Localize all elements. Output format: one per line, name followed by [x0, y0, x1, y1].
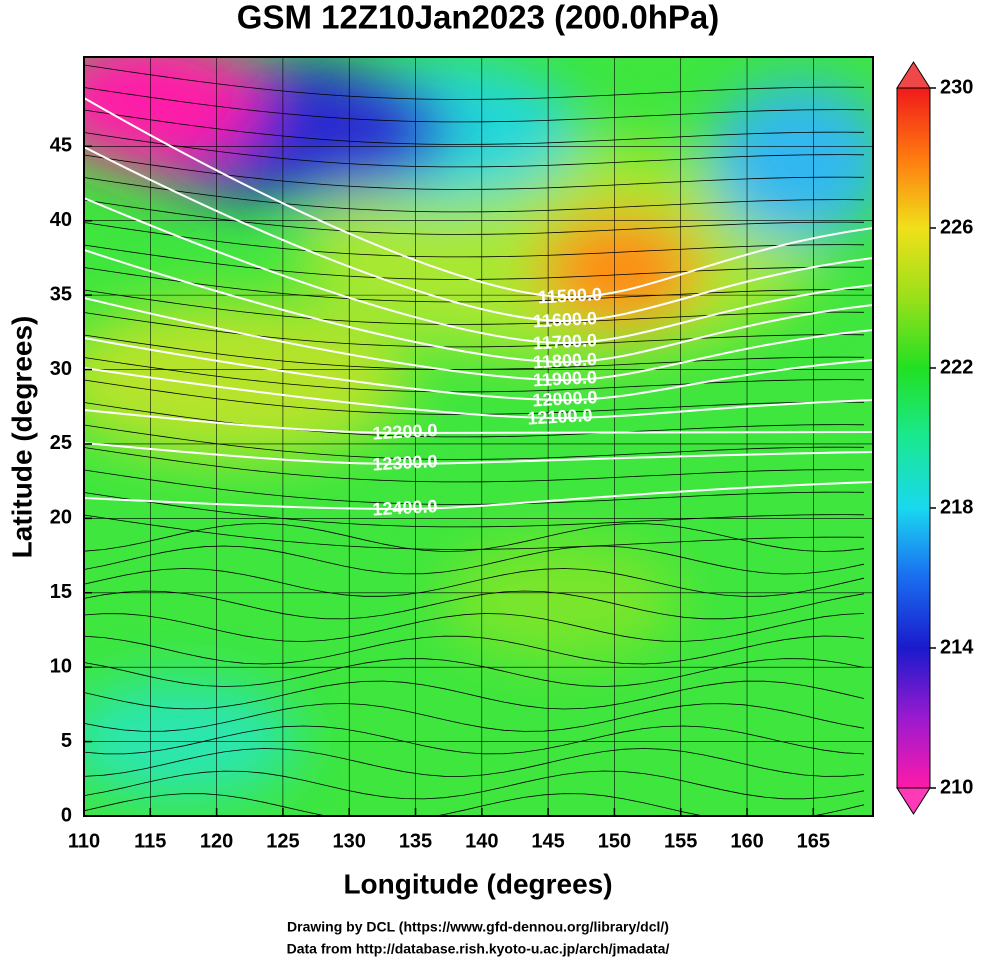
contour-line — [84, 297, 873, 382]
contour-label: 11900.0 — [532, 367, 597, 390]
temperature-field — [84, 57, 873, 816]
x-tick-label: 140 — [465, 830, 498, 852]
colorbar-tick-label: 214 — [940, 636, 974, 658]
streamline — [84, 447, 865, 483]
contour-line — [84, 442, 873, 466]
y-tick-label: 25 — [50, 432, 72, 454]
contour-line — [84, 367, 873, 420]
streamline — [84, 402, 865, 438]
x-tick-label: 135 — [399, 830, 432, 852]
contour-label: 11500.0 — [537, 284, 602, 307]
contour-label: 12100.0 — [527, 405, 593, 428]
streamline — [84, 469, 865, 505]
x-tick-label: 115 — [134, 830, 166, 852]
y-tick-label: 10 — [50, 655, 72, 677]
streamline — [84, 748, 865, 777]
x-tick-label: 155 — [664, 830, 697, 852]
y-tick-label: 15 — [50, 581, 72, 603]
streamline — [84, 312, 865, 348]
x-tick-label: 145 — [531, 830, 564, 852]
streamline — [84, 87, 865, 123]
contour-line — [84, 197, 873, 345]
y-axis-label: Latitude (degrees) — [6, 316, 37, 559]
y-tick-label: 30 — [50, 358, 72, 380]
contour-line — [84, 481, 873, 511]
y-tick-label: 45 — [50, 135, 72, 157]
contour-label: 11800.0 — [532, 349, 597, 372]
contour-line — [84, 146, 873, 323]
streamline — [84, 199, 865, 235]
streamline — [84, 658, 865, 687]
streamline — [84, 424, 865, 460]
y-tick-label: 0 — [61, 804, 72, 826]
y-tick-label: 40 — [50, 209, 72, 231]
streamline — [84, 725, 865, 755]
streamline — [84, 492, 865, 528]
streamline — [84, 590, 865, 620]
credit: Data from http://database.rish.kyoto-u.a… — [287, 941, 670, 957]
contour-line — [84, 337, 873, 402]
streamline — [84, 770, 865, 800]
y-tick-label: 20 — [50, 507, 72, 529]
contour-line — [84, 97, 873, 299]
streamline — [84, 514, 865, 550]
y-tick-label: 5 — [61, 730, 72, 752]
streamline — [84, 289, 865, 325]
streamline — [84, 132, 865, 168]
y-tick-label: 35 — [50, 283, 72, 305]
contour-label: 12300.0 — [372, 451, 438, 474]
title: GSM 12Z10Jan2023 (200.0hPa) — [237, 0, 719, 36]
colorbar-min-arrow — [896, 787, 931, 815]
streamline — [84, 222, 865, 258]
x-axis-label: Longitude (degrees) — [343, 868, 612, 899]
contour-line — [84, 249, 873, 364]
credit: Drawing by DCL (https://www.gfd-dennou.o… — [287, 919, 669, 935]
contour-line — [84, 409, 873, 435]
colorbar-tick-label: 230 — [940, 76, 973, 98]
streamline — [84, 793, 865, 816]
colorbar-tick-label: 218 — [940, 496, 973, 518]
x-tick-label: 165 — [797, 830, 830, 852]
x-tick-label: 120 — [200, 830, 233, 852]
colorbar-tick-label: 222 — [940, 356, 973, 378]
colorbar-max-arrow — [896, 61, 931, 89]
contour-label: 12400.0 — [372, 496, 438, 519]
streamline — [84, 64, 865, 100]
streamline — [84, 703, 865, 732]
contour-label: 11700.0 — [532, 330, 597, 353]
x-tick-label: 125 — [266, 830, 299, 852]
colorbar — [896, 87, 931, 789]
streamline — [84, 635, 865, 665]
contour-label: 11600.0 — [532, 308, 597, 331]
contour-label: 12200.0 — [372, 420, 438, 443]
streamline — [84, 568, 865, 597]
streamline — [84, 545, 865, 575]
streamline — [84, 109, 865, 145]
x-tick-label: 110 — [68, 830, 100, 852]
colorbar-tick-label: 226 — [940, 216, 973, 238]
plot-frame — [83, 56, 874, 817]
contour-label: 12000.0 — [532, 387, 598, 410]
x-tick-label: 160 — [730, 830, 763, 852]
x-tick-label: 130 — [333, 830, 366, 852]
streamline — [84, 177, 865, 213]
streamline — [84, 613, 865, 642]
streamline — [84, 523, 865, 552]
streamline — [84, 680, 865, 710]
streamline — [84, 357, 865, 393]
x-tick-label: 150 — [598, 830, 631, 852]
streamline — [84, 154, 865, 190]
colorbar-tick-label: 210 — [940, 776, 973, 798]
streamline — [84, 267, 865, 303]
